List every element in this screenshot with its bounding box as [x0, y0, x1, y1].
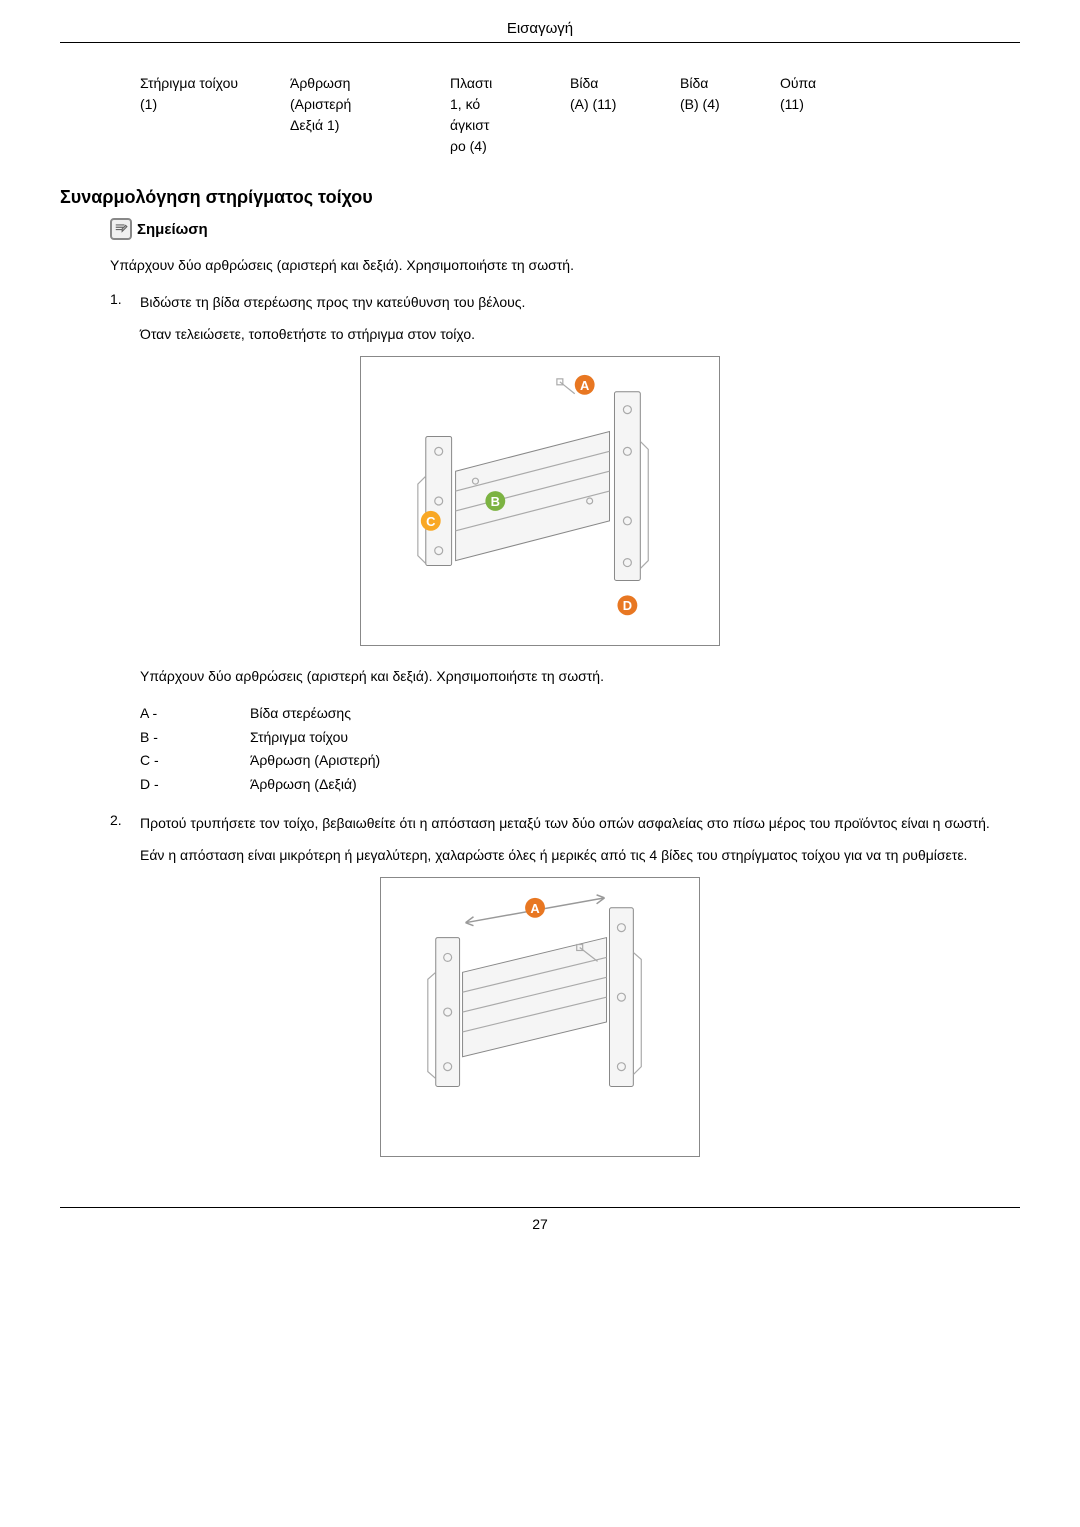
parts-list: Στήριγμα το­ίχου (1) Άρθρωση (Αριστερή Δ… — [140, 73, 1020, 157]
legend-row: B - Στήριγμα τοίχου — [140, 726, 1020, 750]
step-2-text: Προτού τρυπήσετε τον τοίχο, βεβαιωθείτε … — [140, 812, 1020, 834]
page-footer: 27 — [60, 1207, 1020, 1232]
step-1: 1. Βιδώστε τη βίδα στερέωσης προς την κα… — [110, 291, 1020, 313]
svg-text:D: D — [623, 598, 632, 613]
step-2-sub: Εάν η απόσταση είναι μικρότερη ή μεγαλύτ… — [140, 844, 1020, 866]
note-callout: Σημείωση — [110, 218, 208, 240]
legend-row: A - Βίδα στερέωσης — [140, 702, 1020, 726]
page-number: 27 — [532, 1216, 548, 1232]
svg-text:C: C — [426, 514, 435, 529]
step-2: 2. Προτού τρυπήσετε τον τοίχο, βεβαιωθεί… — [110, 812, 1020, 834]
intro-text: Υπάρχουν δύο αρθρώσεις (αριστερή και δεξ… — [110, 255, 1020, 276]
legend-val: Άρθρωση (Δεξιά) — [250, 773, 357, 797]
part-col-2: Άρθρωση (Αριστερή Δεξιά 1) — [290, 73, 420, 157]
svg-text:A: A — [580, 378, 589, 393]
legend-key: D - — [140, 773, 250, 797]
legend-key: A - — [140, 702, 250, 726]
page-header: Εισαγωγή — [60, 20, 1020, 43]
legend-intro: Υπάρχουν δύο αρθρώσεις (αριστερή και δεξ… — [140, 666, 1020, 687]
legend-key: C - — [140, 749, 250, 773]
figure-1-bracket-assembly: A B C D — [360, 356, 720, 646]
legend-val: Άρθρωση (Αριστερή) — [250, 749, 380, 773]
part-col-4: Βίδα (A) (11) — [570, 73, 650, 157]
step-1-number: 1. — [110, 291, 140, 313]
svg-text:B: B — [491, 494, 500, 509]
part-col-1: Στήριγμα το­ίχου (1) — [140, 73, 260, 157]
part-col-5: Βίδα (B) (4) — [680, 73, 750, 157]
note-label: Σημείωση — [137, 221, 208, 238]
legend-val: Βίδα στερέωσης — [250, 702, 351, 726]
section-title: Συναρμολόγηση στηρίγματος τοίχου — [60, 187, 1020, 208]
legend-row: D - Άρθρωση (Δεξιά) — [140, 773, 1020, 797]
step-1-sub: Όταν τελειώσετε, τοποθετήστε το στήριγμα… — [140, 323, 1020, 345]
part-col-6: Ούπα (11) — [780, 73, 840, 157]
part-col-3: Πλαστι 1, κό άγκιστ ρο (4) — [450, 73, 540, 157]
note-icon — [110, 218, 132, 240]
step-2-number: 2. — [110, 812, 140, 834]
step-1-text: Βιδώστε τη βίδα στερέωσης προς την κατεύ… — [140, 291, 1020, 313]
legend-table: A - Βίδα στερέωσης B - Στήριγμα τοίχου C… — [140, 702, 1020, 797]
legend-row: C - Άρθρωση (Αριστερή) — [140, 749, 1020, 773]
figure-2-bracket-distance: A — [380, 877, 700, 1157]
legend-val: Στήριγμα τοίχου — [250, 726, 348, 750]
svg-text:A: A — [530, 901, 539, 916]
legend-key: B - — [140, 726, 250, 750]
